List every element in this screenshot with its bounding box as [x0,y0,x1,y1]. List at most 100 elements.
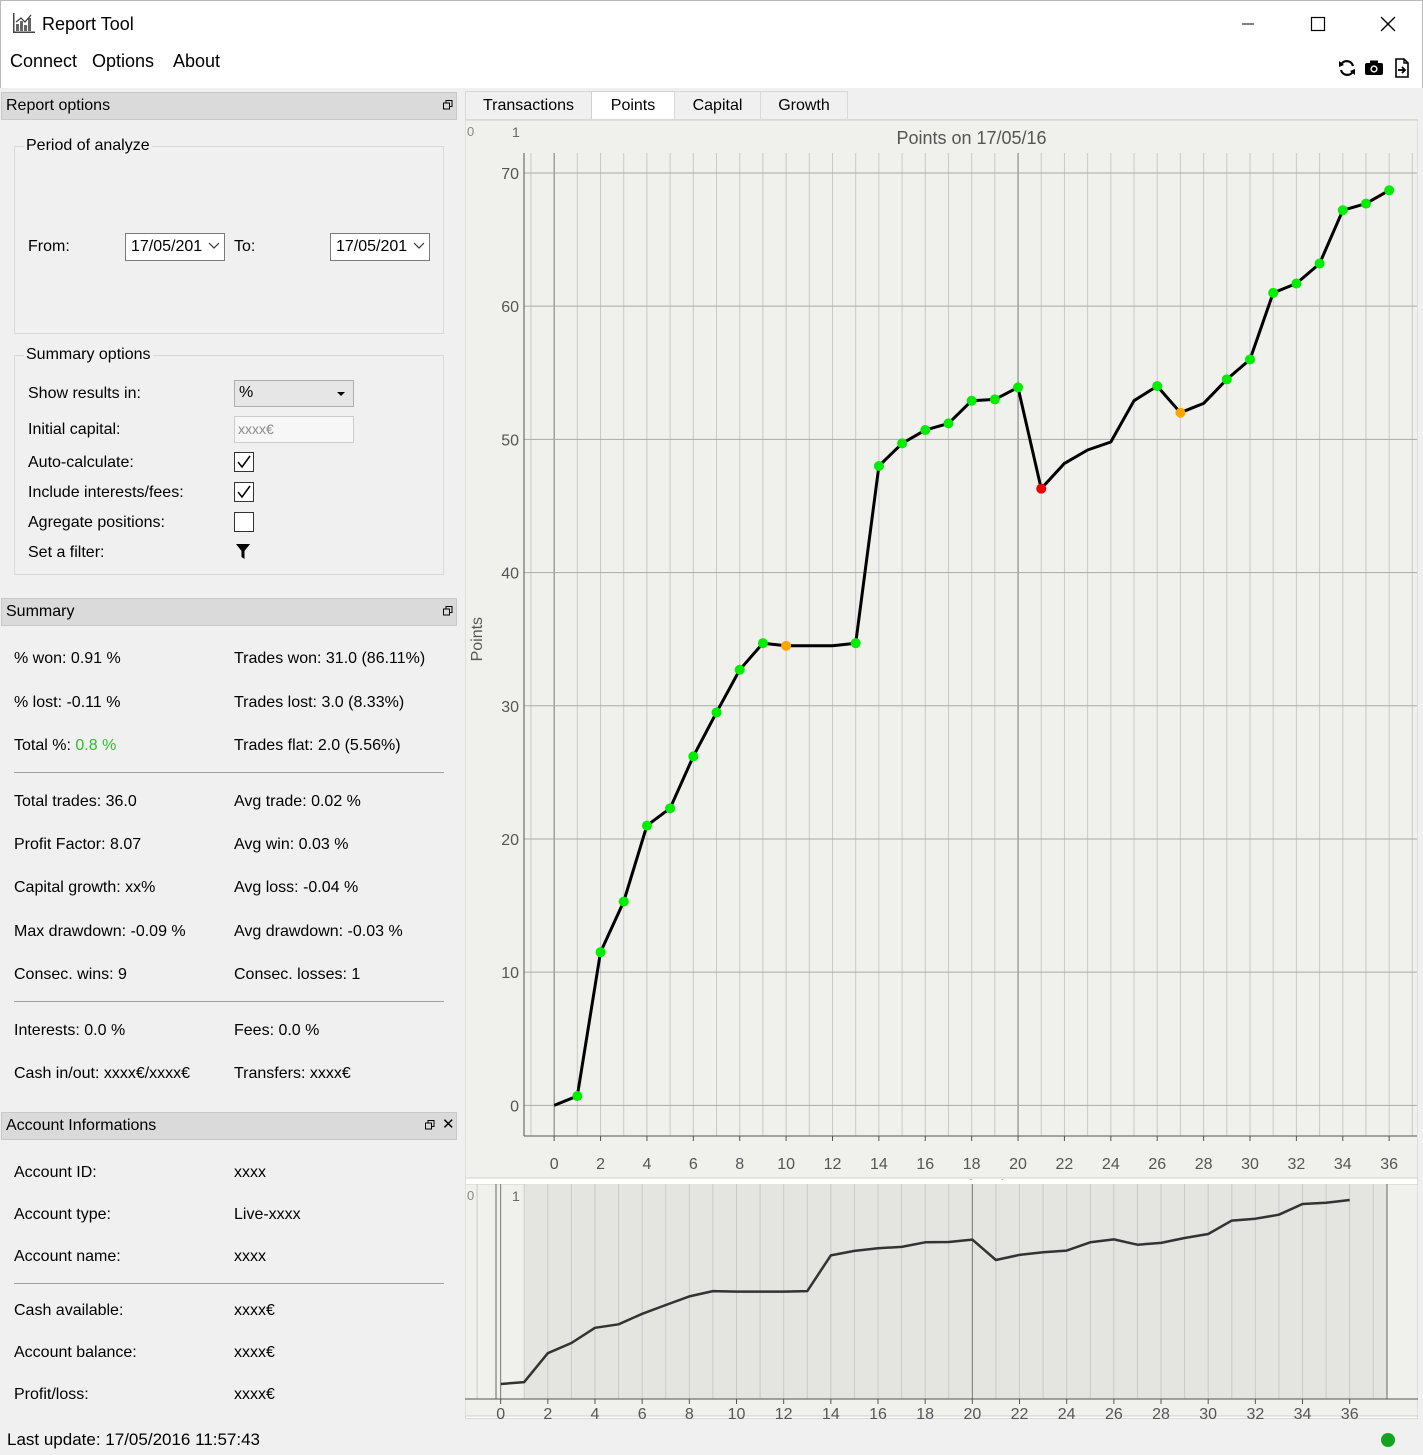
refresh-icon[interactable] [1337,58,1357,78]
trades-flat: Trades flat: 2.0 (5.56%) [234,737,401,754]
data-point-win [688,751,699,762]
overview-selection-window [525,1184,1387,1399]
tab-points[interactable]: Points [591,91,675,121]
x-tick-label: 16 [869,1406,887,1420]
trades-won: Trades won: 31.0 (86.11%) [234,650,426,667]
account-balance-value: xxxx€ [234,1344,275,1361]
dock-close-icon[interactable]: ✕ [442,1116,455,1133]
x-tick-label: 30 [1199,1406,1217,1420]
account-header: Account Informations ✕ [1,1112,457,1140]
aggregate-label: Agregate positions: [28,514,165,531]
data-point-win [757,638,768,649]
x-tick-label: 16 [916,1156,934,1173]
x-tick-label: 12 [775,1406,793,1420]
float-icon[interactable] [425,1120,435,1130]
data-point-win [1360,198,1371,209]
data-point-win [641,820,652,831]
max-drawdown: Max drawdown: -0.09 % [14,923,186,940]
maximize-button[interactable] [1283,1,1353,47]
to-date-picker[interactable]: 17/05/201 [330,233,430,261]
to-label: To: [234,238,256,255]
x-tick-label: 32 [1287,1156,1305,1173]
account-id-value: xxxx [234,1164,266,1181]
show-results-label: Show results in: [28,385,141,402]
show-results-select[interactable]: % [234,380,354,407]
x-tick-label: 28 [1152,1406,1170,1420]
avg-win: Avg win: 0.03 % [234,836,349,853]
to-date-value: 17/05/201 [336,238,408,255]
account-id-label: Account ID: [14,1164,97,1181]
pct-won: % won: 0.91 % [14,650,121,667]
close-icon [1380,16,1396,32]
data-point-win [966,395,977,406]
data-point-win [1384,185,1395,196]
close-button[interactable] [1353,1,1423,47]
x-tick-label: 18 [916,1406,934,1420]
x-tick-label: 12 [824,1156,842,1173]
x-tick-label: 32 [1246,1406,1264,1420]
aggregate-checkbox[interactable] [234,512,254,532]
consec-wins: Consec. wins: 9 [14,966,127,983]
x-tick-label: 34 [1334,1156,1352,1173]
tab-capital[interactable]: Capital [674,91,761,120]
include-fees-label: Include interests/fees: [28,484,184,501]
summary-options-group [14,355,444,575]
filter-label: Set a filter: [28,544,105,561]
account-type-value: Live-xxxx [234,1206,301,1223]
tab-transactions[interactable]: Transactions [465,91,592,120]
menu-options[interactable]: Options [92,51,155,71]
camera-icon[interactable] [1364,58,1384,78]
tab-growth[interactable]: Growth [760,91,848,120]
overview-series-line [500,1198,1350,1386]
total-pct-value: 0.8 % [75,737,117,754]
data-point-flat [781,640,792,651]
period-group [14,146,444,334]
profit-loss-label: Profit/loss: [14,1386,89,1403]
x-tick-label: 2 [596,1156,605,1173]
minimize-icon [1242,23,1254,25]
capital-growth: Capital growth: xx% [14,879,156,896]
menu-about[interactable]: About [173,51,221,71]
overview-chart[interactable]: 0 10 2 4 6 8 10 12 14 16 18 20 22 24 26 28 30 32 34 36 [465,1184,1418,1420]
menu-connect[interactable]: Connect [10,51,78,71]
divider [14,1001,444,1002]
float-icon[interactable] [443,606,453,616]
account-name-value: xxxx [234,1248,266,1265]
x-tick-label: 6 [689,1156,698,1173]
pct-lost: % lost: -0.11 % [14,694,121,711]
y-tick-label: 10 [501,965,519,982]
connection-status-indicator [1381,1433,1395,1447]
float-icon[interactable] [443,100,453,110]
maximize-icon [1310,16,1326,32]
filter-icon[interactable] [235,543,251,560]
minimize-button[interactable] [1213,1,1283,47]
from-date-picker[interactable]: 17/05/201 [125,233,225,261]
export-icon[interactable] [1392,58,1412,78]
data-point-win [897,438,908,449]
initial-capital-placeholder: xxxx€ [238,421,274,437]
x-tick-label: 8 [735,1156,744,1173]
cash-available-label: Cash available: [14,1302,124,1319]
from-date-value: 17/05/201 [131,238,203,255]
auto-calculate-checkbox[interactable] [234,452,254,472]
chevron-down-icon [208,242,220,249]
data-point-win [1337,205,1348,216]
include-fees-checkbox[interactable] [234,482,254,502]
data-point-win [873,461,884,472]
divider [14,772,444,773]
period-title: Period of analyze [24,137,152,155]
initial-capital-input[interactable]: xxxx€ [234,416,354,443]
data-point-win [1221,374,1232,385]
summary-title: Summary [6,603,75,620]
title-bar: Report Tool [0,0,1423,46]
x-tick-label: 36 [1380,1156,1398,1173]
x-tick-label: 26 [1148,1156,1166,1173]
transfers: Transfers: xxxx€ [234,1065,351,1082]
y-axis-label: Points [469,617,486,661]
show-results-value: % [239,384,254,401]
window-title: Report Tool [42,14,134,34]
data-point-win [595,947,606,958]
corner-label: 0 [467,1188,474,1203]
total-trades: Total trades: 36.0 [14,793,137,810]
